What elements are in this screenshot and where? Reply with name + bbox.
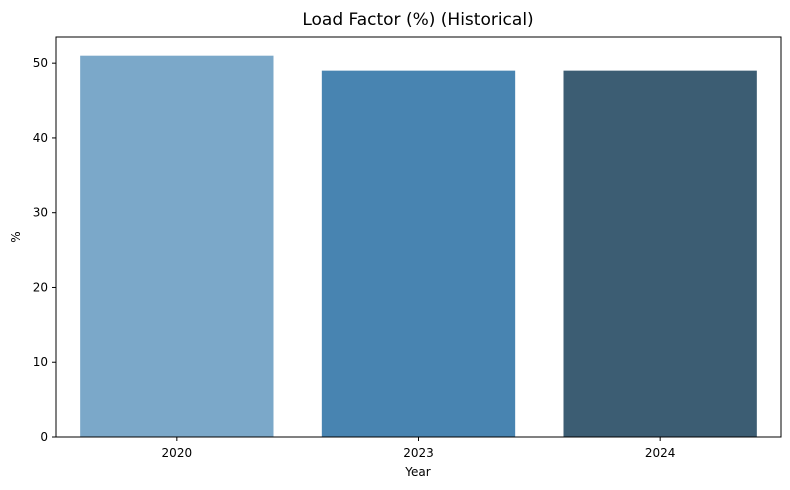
bar-2024 <box>563 70 757 437</box>
x-tick-label: 2020 <box>162 446 193 460</box>
y-tick-label: 0 <box>40 430 48 444</box>
y-tick-label: 40 <box>33 131 48 145</box>
y-tick-label: 20 <box>33 280 48 294</box>
y-tick-label: 30 <box>33 206 48 220</box>
bars-group <box>80 55 757 437</box>
chart-title: Load Factor (%) (Historical) <box>302 10 533 30</box>
x-tick-label: 2023 <box>403 446 434 460</box>
bar-2023 <box>321 70 516 437</box>
y-tick-label: 50 <box>33 56 48 70</box>
x-axis-ticks: 2020 2023 2024 <box>162 437 676 460</box>
x-axis-label: Year <box>404 465 430 479</box>
y-axis-ticks: 0 10 20 30 40 50 <box>33 56 56 444</box>
bar-2020 <box>80 55 274 437</box>
y-axis-label: % <box>9 231 23 242</box>
plot-frame <box>55 36 782 438</box>
x-tick-label: 2024 <box>645 446 676 460</box>
y-tick-label: 10 <box>33 355 48 369</box>
